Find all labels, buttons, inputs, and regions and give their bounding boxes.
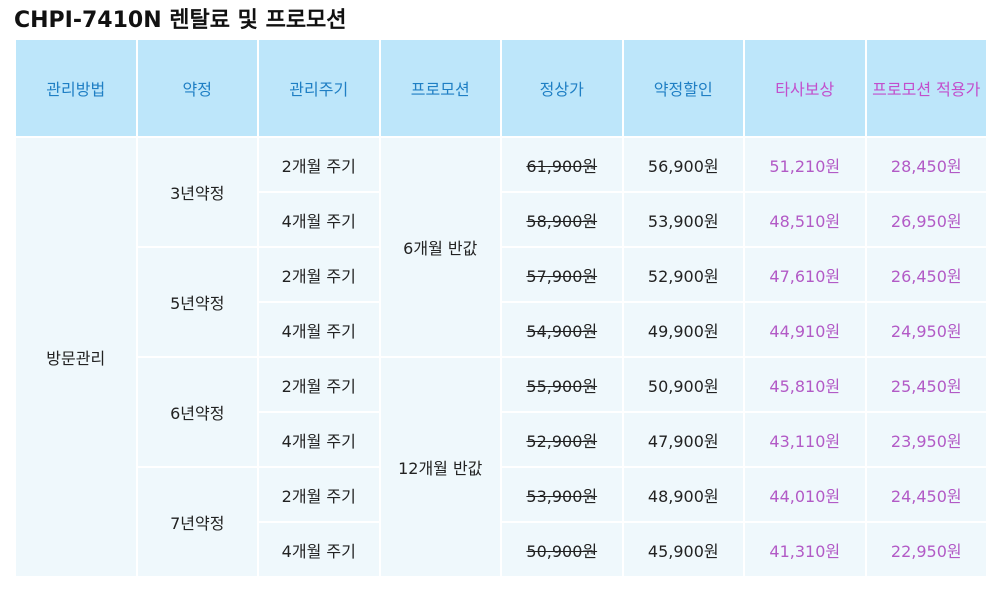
promo-price: 25,450원	[864, 356, 988, 413]
column-header: 프로모션 적용가	[864, 38, 988, 138]
competitor-price: 45,810원	[743, 356, 867, 413]
regular-price: 55,900원	[500, 356, 624, 413]
promo-price: 26,450원	[864, 246, 988, 303]
competitor-price: 44,910원	[743, 301, 867, 358]
body-row: 5년약정 2개월 주기 57,900원 52,900원 47,610원 26,450원	[15, 246, 988, 358]
cycle-cell: 2개월 주기	[257, 246, 381, 303]
discount-price: 48,900원	[621, 466, 745, 523]
price-table: 관리방법 약정 관리주기 프로모션 정상가 약정할인 타사보상 프로모션 적용가 방문관리 3년…	[14, 38, 988, 578]
contract-cell: 7년약정	[135, 466, 259, 578]
promo-price: 26,950원	[864, 191, 988, 248]
cycle-cell: 4개월 주기	[257, 411, 381, 468]
discount-price: 56,900원	[621, 136, 745, 193]
body-row: 7년약정 2개월 주기 53,900원 48,900원 44,010원 24,450원	[15, 466, 988, 578]
body-row: 4개월 주기 50,900원 45,900원 41,310원 22,950원	[15, 521, 988, 578]
regular-price: 53,900원	[500, 466, 624, 523]
contract-cell: 6년약정	[135, 356, 259, 468]
column-header: 약정할인	[621, 38, 745, 138]
promo-price: 22,950원	[864, 521, 988, 578]
discount-price: 52,900원	[621, 246, 745, 303]
promo-price: 23,950원	[864, 411, 988, 468]
discount-price: 53,900원	[621, 191, 745, 248]
promotion-cell: 6개월 반값	[378, 136, 502, 358]
promo-price: 24,450원	[864, 466, 988, 523]
header-row: 관리방법 약정 관리주기 프로모션 정상가 약정할인 타사보상 프로모션 적용가	[14, 38, 988, 138]
discount-price: 45,900원	[621, 521, 745, 578]
competitor-price: 43,110원	[743, 411, 867, 468]
promo-price: 28,450원	[864, 136, 988, 193]
cycle-cell: 2개월 주기	[257, 136, 381, 193]
promotion-cell: 12개월 반값	[378, 356, 502, 578]
discount-price: 50,900원	[621, 356, 745, 413]
table-head: 관리방법 약정 관리주기 프로모션 정상가 약정할인 타사보상 프로모션 적용가	[14, 38, 988, 138]
column-header: 타사보상	[743, 38, 867, 138]
competitor-price: 47,610원	[743, 246, 867, 303]
regular-price: 52,900원	[500, 411, 624, 468]
cycle-cell: 4개월 주기	[257, 191, 381, 248]
regular-price: 54,900원	[500, 301, 624, 358]
column-header: 프로모션	[378, 38, 502, 138]
body-row: 방문관리 3년약정 2개월 주기 6개월 반값 61,900원 56,900원 51,210…	[14, 136, 988, 578]
column-header: 약정	[135, 38, 259, 138]
column-header: 정상가	[500, 38, 624, 138]
contract-cell: 3년약정	[135, 136, 259, 248]
body-row: 4개월 주기 54,900원 49,900원 44,910원 24,950원	[15, 301, 988, 358]
column-header: 관리주기	[257, 38, 381, 138]
cycle-cell: 4개월 주기	[257, 521, 381, 578]
discount-price: 47,900원	[621, 411, 745, 468]
competitor-price: 51,210원	[743, 136, 867, 193]
contract-cell: 5년약정	[135, 246, 259, 358]
body-row: 4개월 주기 52,900원 47,900원 43,110원 23,950원	[15, 411, 988, 468]
regular-price: 61,900원	[500, 136, 624, 193]
cycle-cell: 2개월 주기	[257, 466, 381, 523]
column-header: 관리방법	[14, 38, 138, 138]
table-body: 방문관리 3년약정 2개월 주기 6개월 반값 61,900원 56,900원 51,210…	[14, 136, 988, 578]
cycle-cell: 2개월 주기	[257, 356, 381, 413]
competitor-price: 48,510원	[743, 191, 867, 248]
discount-price: 49,900원	[621, 301, 745, 358]
competitor-price: 44,010원	[743, 466, 867, 523]
regular-price: 58,900원	[500, 191, 624, 248]
body-row: 4개월 주기 58,900원 53,900원 48,510원 26,950원	[15, 191, 988, 248]
cycle-cell: 4개월 주기	[257, 301, 381, 358]
regular-price: 50,900원	[500, 521, 624, 578]
method-cell: 방문관리	[14, 136, 138, 578]
regular-price: 57,900원	[500, 246, 624, 303]
page-title: CHPI-7410N 렌탈료 및 프로모션	[14, 8, 347, 33]
competitor-price: 41,310원	[743, 521, 867, 578]
body-row: 6년약정 2개월 주기 12개월 반값 55,900원 50,900원 45,810원 25…	[15, 356, 988, 578]
promo-price: 24,950원	[864, 301, 988, 358]
